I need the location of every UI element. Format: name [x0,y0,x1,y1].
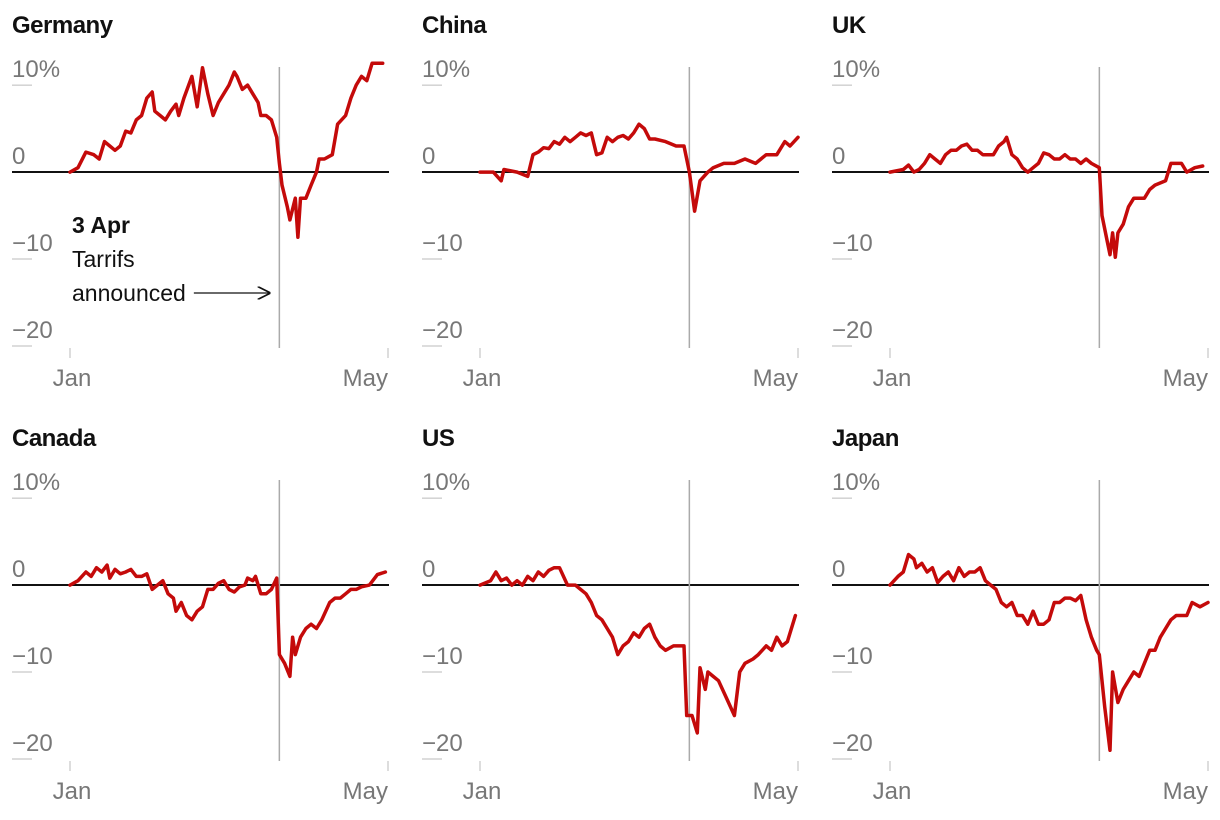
x-tick-label: Jan [53,365,92,392]
x-tick-label: May [1163,365,1208,392]
y-tick-label: 0 [832,143,845,170]
x-tick-label: May [753,778,798,805]
y-tick-label: −20 [832,730,873,757]
y-tick-label: −10 [832,230,873,257]
data-line [68,61,385,240]
chart-title: Germany [12,12,114,39]
annotation-text: Tarrifs [72,246,135,272]
data-line [888,552,1210,753]
data-line [68,563,388,679]
data-line [888,135,1205,260]
chart-title: US [422,425,455,452]
y-tick-label: 0 [422,143,435,170]
x-tick-label: Jan [463,778,502,805]
x-tick-label: May [343,778,388,805]
y-tick-label: 0 [12,143,25,170]
y-tick-label: −10 [12,230,53,257]
y-tick-label: −20 [422,730,463,757]
annotation-text: announced [72,280,186,306]
y-tick-label: −10 [832,643,873,670]
y-tick-label: −10 [422,643,463,670]
y-tick-label: 10% [422,469,470,496]
y-tick-label: 0 [422,556,435,583]
data-line [478,565,798,735]
x-tick-label: May [753,365,798,392]
y-tick-label: −20 [422,317,463,344]
y-tick-label: 0 [832,556,845,583]
y-tick-label: 10% [832,469,880,496]
data-line [478,122,800,213]
y-tick-label: −20 [12,317,53,344]
y-tick-label: 10% [12,469,60,496]
chart-title: China [422,12,487,39]
x-tick-label: Jan [873,778,912,805]
y-tick-label: 10% [12,56,60,83]
y-tick-label: 0 [12,556,25,583]
x-tick-label: Jan [53,778,92,805]
x-tick-label: Jan [873,365,912,392]
y-tick-label: −10 [422,230,463,257]
x-tick-label: May [1163,778,1208,805]
x-tick-label: May [343,365,388,392]
y-tick-label: 10% [422,56,470,83]
y-tick-label: 10% [832,56,880,83]
y-tick-label: −20 [12,730,53,757]
y-tick-label: −20 [832,317,873,344]
y-tick-label: −10 [12,643,53,670]
chart-title: UK [832,12,867,39]
annotation-date: 3 Apr [72,212,130,238]
chart-title: Canada [12,425,97,452]
x-tick-label: Jan [463,365,502,392]
chart-title: Japan [832,425,899,452]
